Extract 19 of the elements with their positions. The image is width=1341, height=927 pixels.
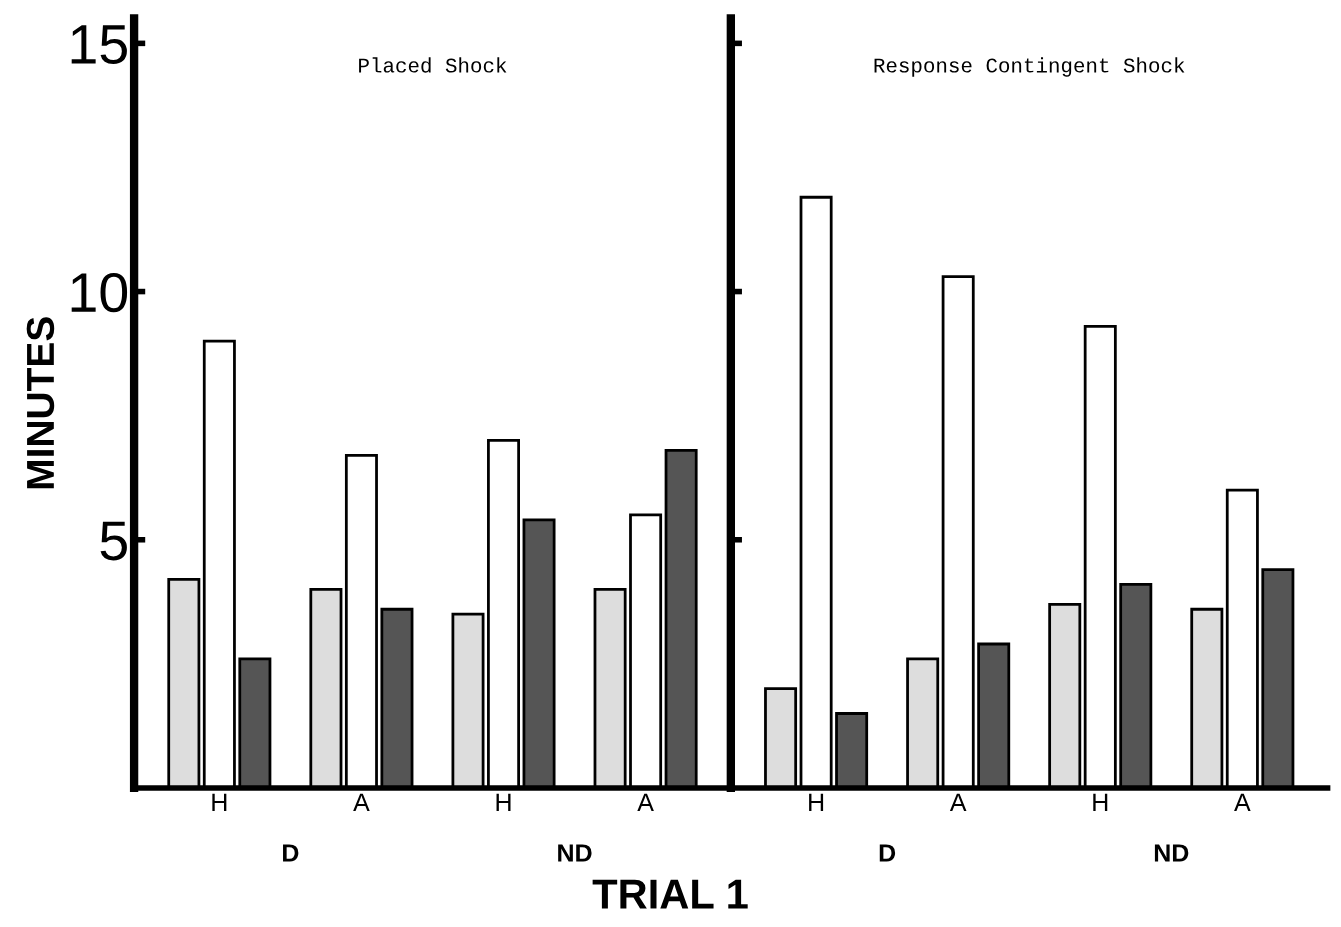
y-axis-title: MINUTES — [26, 317, 55, 489]
x-axis-title: TRIAL 1 — [592, 879, 748, 909]
text: Response Contingent Shock — [874, 57, 1185, 77]
y-tick-label: 10 — [71, 272, 128, 313]
x-tick-label: A — [353, 793, 370, 811]
x-tick-label: A — [949, 793, 967, 811]
text: ND — [558, 844, 592, 862]
x-tick-label: A — [637, 793, 654, 811]
y-tick-label: 5 — [100, 521, 127, 561]
text: Placed Shock — [359, 57, 507, 73]
y-tick-label: 15 — [71, 25, 127, 65]
text: ND — [1154, 844, 1189, 862]
text: D — [879, 844, 896, 862]
text: D — [283, 844, 299, 862]
x-tick-label: A — [1234, 793, 1251, 811]
x-tick-label: H — [212, 793, 227, 811]
x-tick-label: H — [496, 793, 511, 811]
x-tick-label: H — [1093, 793, 1108, 811]
x-tick-label: H — [809, 793, 824, 811]
